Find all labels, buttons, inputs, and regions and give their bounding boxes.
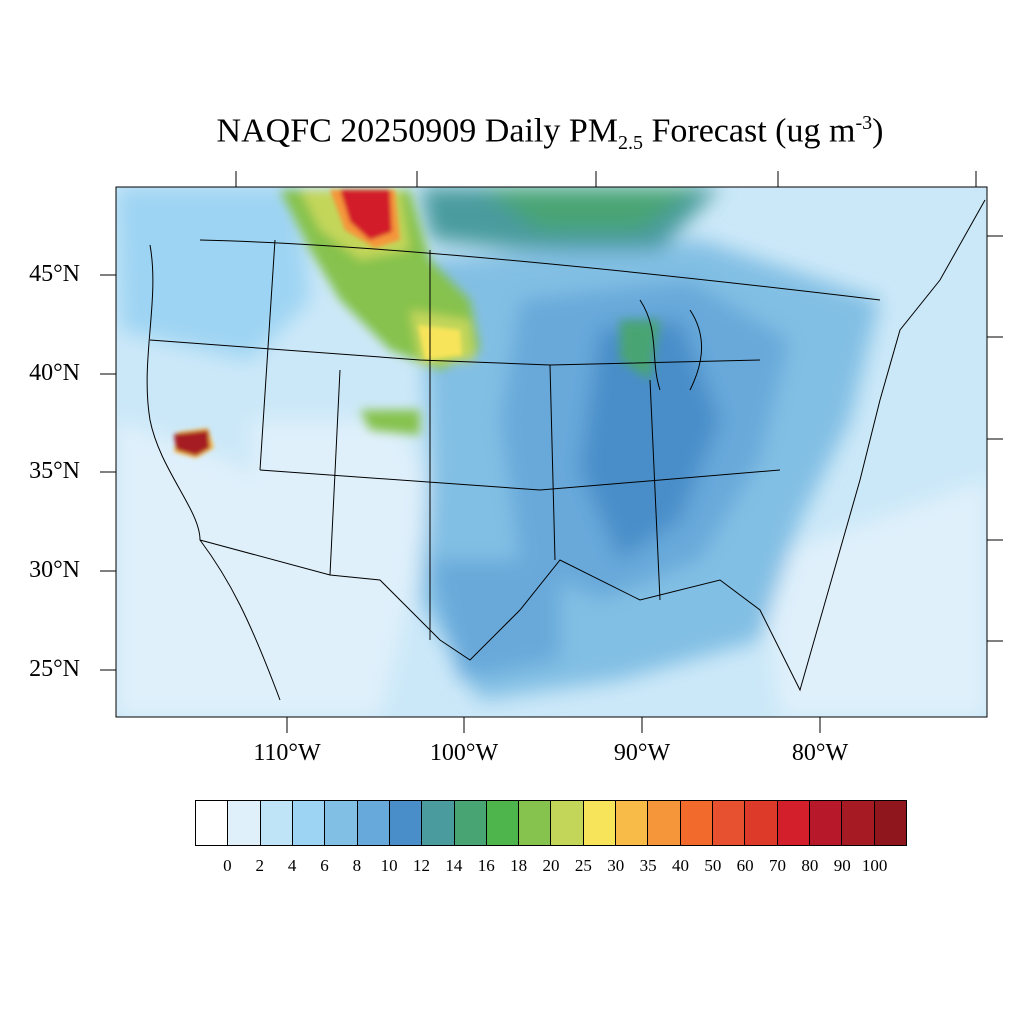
colorbar-swatch (842, 801, 875, 845)
title-middle: Forecast (ug m (642, 112, 856, 150)
west-coastline (146, 244, 281, 701)
axis-ticks (100, 171, 1003, 733)
great-lakes (639, 299, 703, 391)
colorbar-label: 6 (320, 856, 329, 875)
concentration-field (116, 187, 987, 717)
lon-label-100w: 100°W (429, 740, 499, 766)
colorbar-swatch (713, 801, 746, 845)
colorbar-label: 10 (380, 856, 398, 875)
colorbar-swatch (519, 801, 552, 845)
colorbar-swatch (422, 801, 455, 845)
colorbar-label: 35 (639, 856, 657, 875)
colorbar-label: 8 (352, 856, 362, 875)
colorbar-label: 2 (255, 856, 264, 875)
colorbar-swatch (809, 801, 843, 845)
colorbar-swatch (260, 801, 293, 845)
state-lines (149, 239, 781, 640)
colorbar-swatch (777, 801, 810, 845)
colorbar-swatch (745, 801, 778, 845)
colorbar-swatch (454, 801, 487, 845)
colorbar-label: 80 (801, 856, 819, 875)
colorbar-label: 12 (413, 856, 431, 875)
colorbar-label: 20 (542, 856, 560, 875)
colorbar-swatch (292, 801, 326, 845)
lat-label-30n: 30°N (29, 557, 80, 583)
lat-label-40n: 40°N (29, 360, 80, 386)
colorbar-swatch (874, 801, 906, 845)
colorbar-label: 25 (574, 856, 592, 875)
lon-label-110w: 110°W (253, 740, 321, 766)
canada-border (199, 239, 881, 301)
colorbar-swatch (357, 801, 390, 845)
lat-label-25n: 25°N (29, 656, 80, 682)
colorbar-label: 40 (671, 856, 689, 875)
colorbar-label: 4 (287, 856, 297, 875)
colorbar-label: 0 (223, 856, 232, 875)
colorbar-label: 60 (736, 856, 754, 875)
colorbar-label: 100 (861, 856, 888, 875)
colorbar-label: 16 (477, 856, 495, 875)
colorbar-swatch (389, 801, 423, 845)
colorbar-swatch (486, 801, 520, 845)
lat-label-35n: 35°N (29, 458, 80, 484)
colorbar-swatch (648, 801, 681, 845)
colorbar-swatch (551, 801, 584, 845)
lon-label-90w: 90°W (613, 740, 671, 766)
title-prefix: NAQFC 20250909 Daily PM (216, 112, 618, 150)
colorbar-swatch (680, 801, 713, 845)
title-suffix: ) (872, 112, 884, 150)
colorbar-label: 14 (445, 856, 463, 875)
lat-label-45n: 45°N (29, 261, 80, 287)
boundaries (146, 199, 986, 701)
map-title: NAQFC 20250909 Daily PM2.5 Forecast (ug … (0, 112, 1024, 155)
map-frame (115, 186, 988, 718)
title-superscript: -3 (855, 112, 873, 134)
colorbar-label: 30 (607, 856, 625, 875)
colorbar-swatch (228, 801, 261, 845)
colorbar-label: 70 (769, 856, 787, 875)
colorbar-swatch (325, 801, 358, 845)
colorbar-swatch (583, 801, 617, 845)
title-subscript: 2.5 (617, 132, 643, 155)
colorbar-label: 18 (510, 856, 528, 875)
lon-label-80w: 80°W (791, 740, 849, 766)
colorbar-swatch (616, 801, 649, 845)
colorbar-label: 50 (704, 856, 722, 875)
colorbar (195, 800, 907, 846)
colorbar-label: 90 (833, 856, 851, 875)
colorbar-swatch (196, 801, 229, 845)
